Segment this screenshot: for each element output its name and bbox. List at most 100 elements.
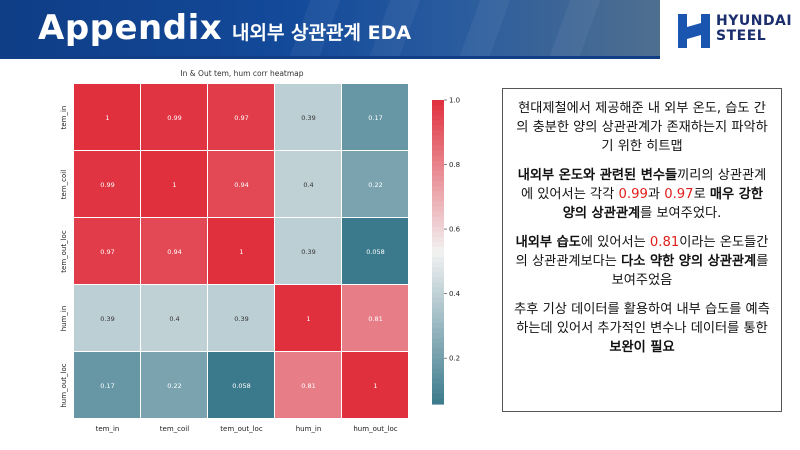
colorbar-segment: [432, 206, 444, 213]
colorbar-segment: [432, 277, 444, 283]
colorbar-segment: [432, 221, 444, 228]
colorbar-segment: [432, 125, 444, 131]
page-subtitle: 내외부 상관관계 EDA: [232, 22, 412, 44]
colorbar-segment: [432, 368, 444, 375]
colorbar-segment: [432, 155, 444, 162]
heatmap-cell: [342, 151, 408, 217]
y-axis-tick-label: hum_out_loc: [60, 363, 68, 407]
colorbar-segment: [432, 393, 444, 400]
heatmap-cell: [342, 352, 408, 418]
colorbar-segment: [432, 120, 444, 126]
heatmap-value-label: 0.94: [167, 248, 181, 256]
colorbar-segment: [432, 343, 444, 349]
heatmap-value-label: 0.39: [100, 315, 114, 323]
colorbar-segment: [432, 100, 444, 106]
heatmap-cell: [275, 218, 341, 284]
hyundai-steel-logo: HYUNDAI STEEL: [678, 14, 792, 48]
heatmap-value-label: 1: [172, 181, 176, 189]
colorbar-segment: [432, 272, 444, 278]
heatmap-value-label: 0.058: [366, 248, 385, 256]
colorbar-tick-label: 1.0: [449, 97, 460, 105]
heatmap-cell: [275, 352, 341, 418]
colorbar-segment: [432, 282, 444, 289]
y-axis-tick-label: tem_coil: [60, 170, 68, 199]
colorbar-segment: [432, 262, 444, 268]
heatmap-value-label: 0.4: [303, 181, 313, 189]
heatmap-cell: [141, 285, 207, 351]
heatmap-cell: [342, 218, 408, 284]
heatmap-value-label: 0.17: [368, 114, 382, 122]
heatmap-cell: [74, 352, 140, 418]
colorbar-segment: [432, 267, 444, 273]
heatmap-cell: [74, 285, 140, 351]
colorbar-segment: [432, 378, 444, 385]
heatmap-value-label: 1: [239, 248, 243, 256]
colorbar-segment: [432, 170, 444, 177]
x-axis-tick-label: tem_coil: [160, 425, 189, 433]
colorbar-segment: [432, 201, 444, 207]
colorbar-segment: [432, 373, 444, 380]
heatmap-value-label: 0.94: [234, 181, 248, 189]
colorbar-segment: [432, 236, 444, 243]
colorbar-segment: [432, 165, 444, 172]
heatmap-cell: [208, 285, 274, 351]
heatmap-value-label: 0.058: [232, 382, 251, 390]
heatmap-cell: [208, 352, 274, 418]
x-axis-tick-label: tem_in: [96, 425, 120, 433]
colorbar-segment: [432, 348, 444, 354]
heatmap-cell: [141, 352, 207, 418]
notes-paragraph-1: 현대제철에서 제공해준 내 외부 온도, 습도 간의 충분한 양의 상관관계가 …: [516, 101, 768, 154]
heatmap-cell: [342, 84, 408, 150]
heatmap-cell: [275, 285, 341, 351]
heatmap-value-label: 0.39: [301, 114, 315, 122]
logo-text-bottom: STEEL: [716, 28, 767, 44]
heatmap-value-label: 0.22: [167, 382, 181, 390]
x-axis-tick-label: hum_out_loc: [353, 425, 397, 433]
colorbar-tick-label: 0.2: [449, 355, 460, 363]
colorbar-segment: [432, 388, 444, 395]
heatmap-value-label: 1: [306, 315, 310, 323]
colorbar-segment: [432, 176, 444, 182]
colorbar-segment: [432, 257, 444, 263]
y-axis-tick-label: tem_out_loc: [60, 230, 68, 273]
colorbar-segment: [432, 135, 444, 142]
colorbar-segment: [432, 322, 444, 329]
colorbar-segment: [432, 150, 444, 157]
colorbar-segment: [432, 110, 444, 116]
hyundai-steel-logo-icon: [678, 14, 710, 48]
colorbar-segment: [432, 333, 444, 339]
heatmap-cell: [275, 84, 341, 150]
colorbar-segment: [432, 145, 444, 152]
colorbar-segment: [432, 191, 444, 197]
colorbar-segment: [432, 130, 444, 137]
colorbar-tick-label: 0.4: [449, 290, 461, 298]
heatmap-value-label: 1: [105, 114, 109, 122]
page-title: Appendix: [38, 8, 223, 48]
x-axis-tick-label: hum_in: [296, 425, 322, 433]
colorbar-segment: [432, 252, 444, 258]
y-axis-tick-label: tem_in: [60, 106, 68, 130]
heatmap-value-label: 0.22: [368, 181, 382, 189]
colorbar-segment: [432, 246, 444, 253]
header-underline: [0, 56, 660, 59]
colorbar-segment: [432, 211, 444, 218]
colorbar-segment: [432, 383, 444, 390]
colorbar-segment: [432, 140, 444, 147]
notes-paragraph-2: 내외부 온도와 관련된 변수들끼리의 상관관계에 있어서는 각각 0.99과 0…: [517, 168, 767, 221]
header-banner: Appendix 내외부 상관관계 EDA: [0, 0, 660, 56]
heatmap-value-label: 0.39: [234, 315, 248, 323]
colorbar-segment: [432, 297, 444, 304]
colorbar-segment: [432, 105, 444, 111]
colorbar-segment: [432, 115, 444, 121]
heatmap-cell: [275, 151, 341, 217]
correlation-heatmap: In & Out tem, hum corr heatmap 1 0.99 0.97…: [60, 69, 461, 433]
colorbar-segment: [432, 363, 444, 370]
heatmap-cell: [141, 151, 207, 217]
colorbar-segment: [432, 186, 444, 192]
colorbar-segment: [432, 181, 444, 187]
colorbar-segment: [432, 398, 444, 405]
colorbar-tick-label: 0.6: [449, 226, 461, 234]
chart-title: In & Out tem, hum corr heatmap: [180, 69, 303, 78]
heatmap-value-label: 0.39: [301, 248, 315, 256]
y-axis-tick-label: hum_in: [60, 306, 68, 332]
